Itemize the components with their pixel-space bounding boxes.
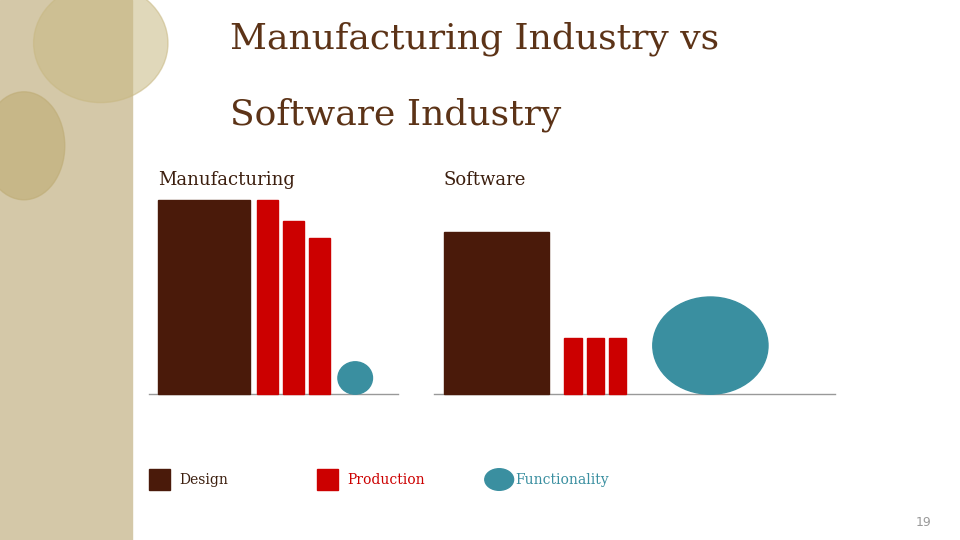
Text: Functionality: Functionality xyxy=(516,472,610,487)
Ellipse shape xyxy=(338,362,372,394)
Ellipse shape xyxy=(653,297,768,394)
Text: Software: Software xyxy=(444,171,526,189)
Bar xyxy=(283,221,304,394)
Text: Production: Production xyxy=(348,472,425,487)
Text: 19: 19 xyxy=(916,516,931,529)
Bar xyxy=(317,469,338,490)
Bar xyxy=(257,200,278,394)
Bar xyxy=(158,200,250,394)
Bar xyxy=(587,338,604,394)
Text: Design: Design xyxy=(180,472,228,487)
Bar xyxy=(309,238,330,394)
Bar xyxy=(564,338,582,394)
Bar xyxy=(0,0,132,540)
Ellipse shape xyxy=(34,0,168,103)
Ellipse shape xyxy=(0,92,65,200)
Text: Manufacturing: Manufacturing xyxy=(158,171,296,189)
Text: Software Industry: Software Industry xyxy=(230,97,562,132)
Bar xyxy=(609,338,626,394)
Ellipse shape xyxy=(485,469,514,490)
Bar xyxy=(444,232,549,394)
Text: Manufacturing Industry vs: Manufacturing Industry vs xyxy=(230,22,720,56)
Bar xyxy=(149,469,170,490)
